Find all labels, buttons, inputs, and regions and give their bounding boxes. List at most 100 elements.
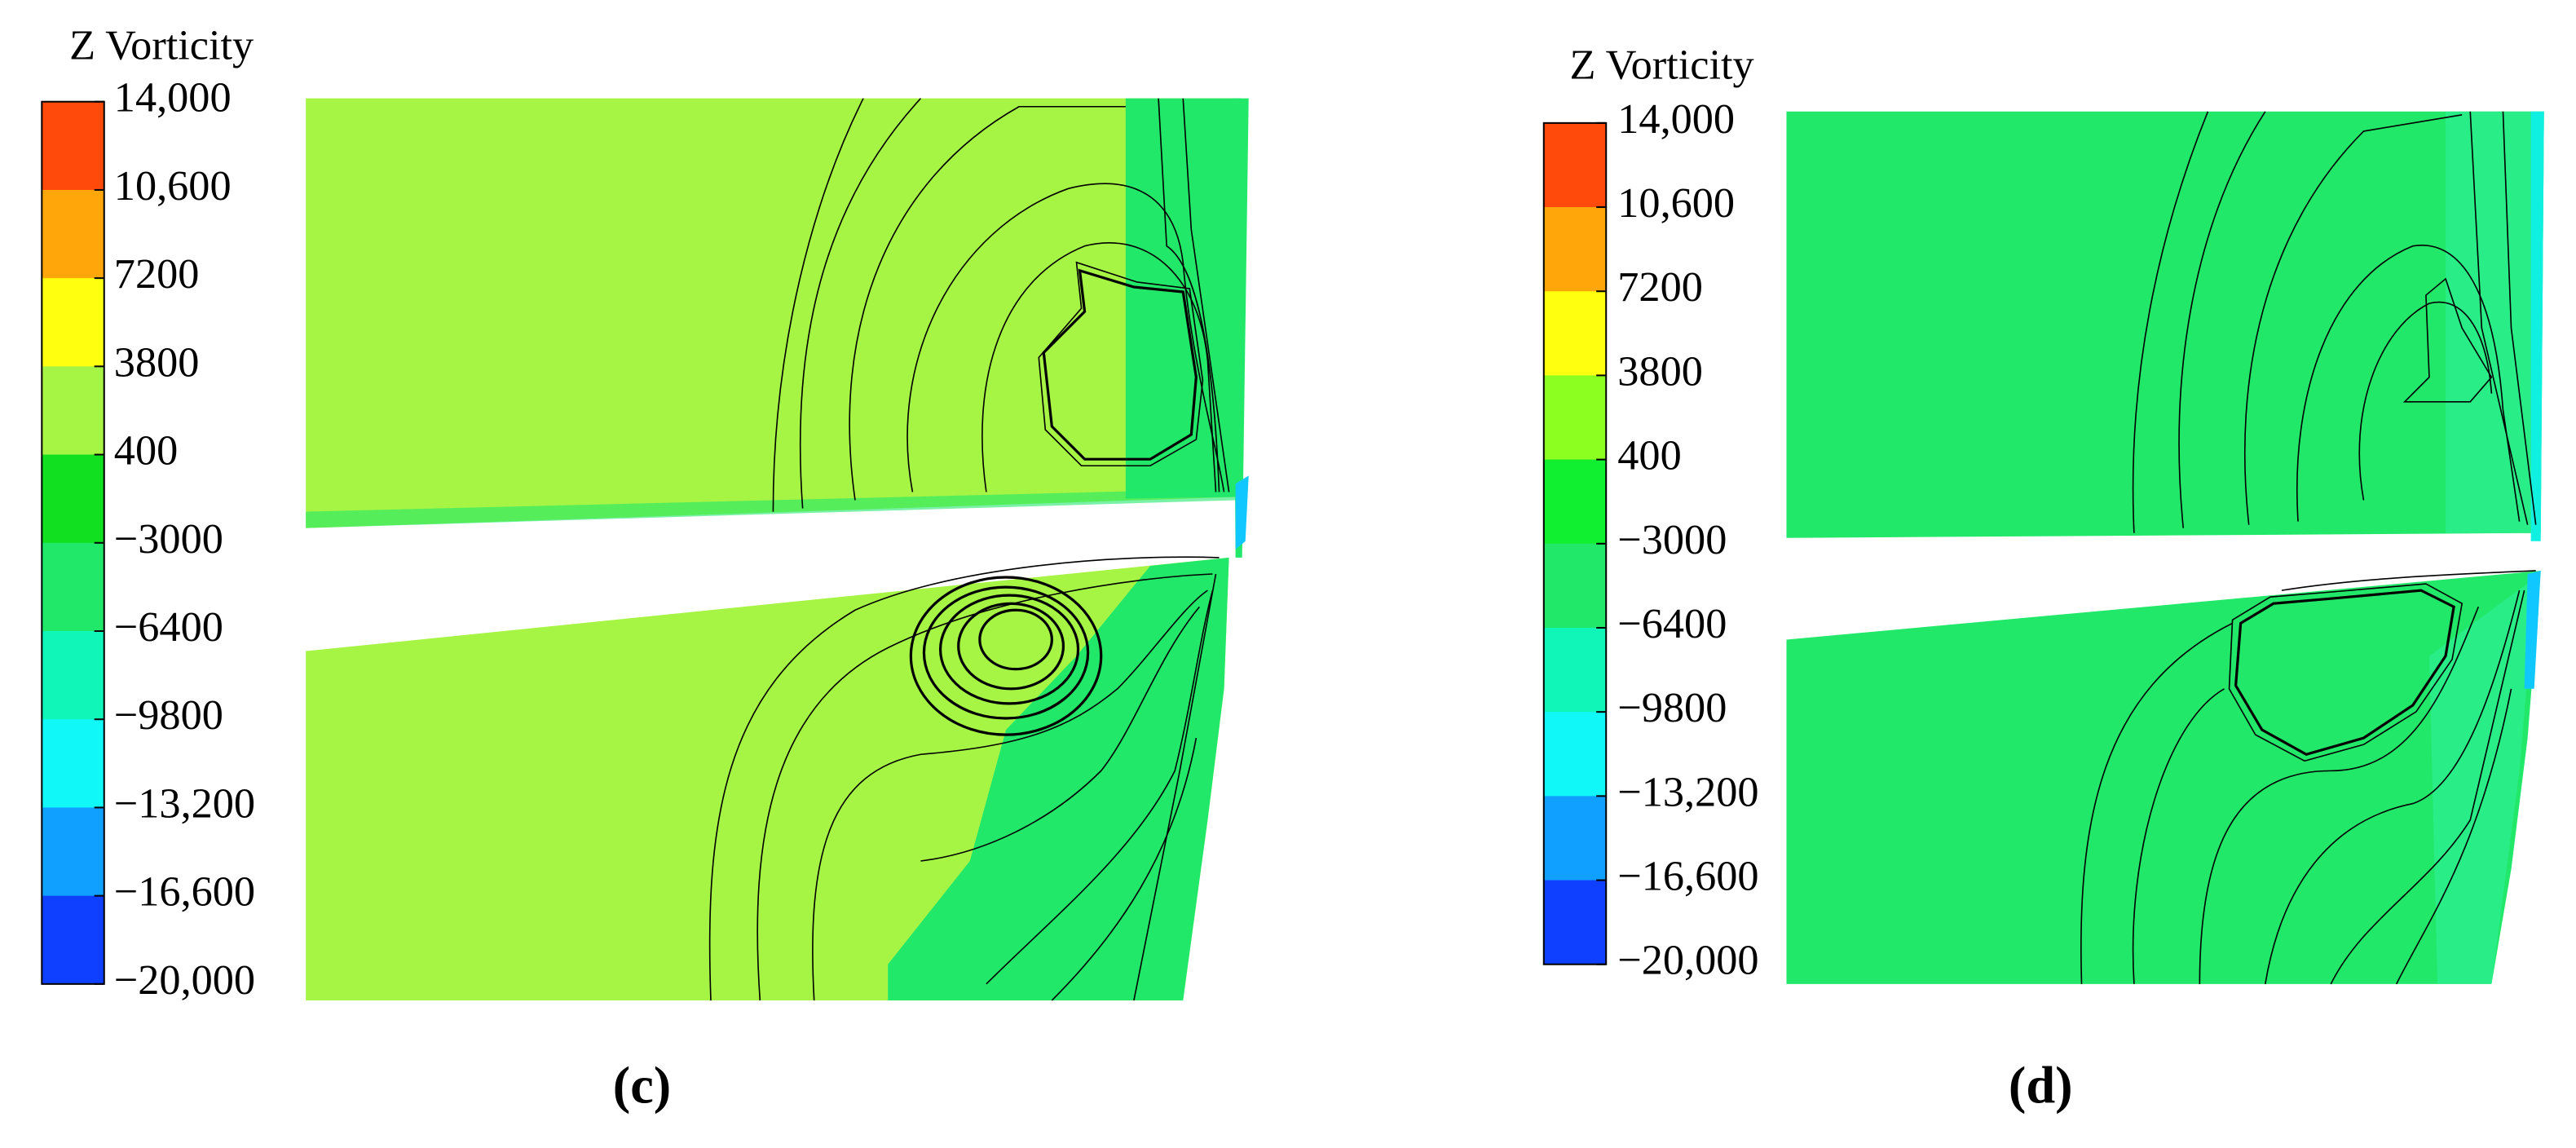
color-band (42, 719, 104, 809)
streamline-shape (2228, 583, 2464, 762)
streamline-shape (938, 594, 1080, 705)
streamline-shape (812, 589, 1208, 1001)
tick-label: −9800 (1617, 684, 1727, 731)
field-shape (888, 557, 1229, 1000)
color-band (42, 807, 104, 897)
color-band (1543, 712, 1607, 797)
streamline-shape (986, 589, 1214, 985)
tick-label: 400 (1617, 432, 1681, 479)
field-shape (2524, 570, 2541, 689)
field-shape (1786, 570, 2541, 984)
field-shape (306, 98, 1241, 528)
streamline-shape (772, 98, 864, 512)
panel-caption: (d) (2009, 1056, 2073, 1114)
streamline-shape (2396, 688, 2512, 985)
color-band (42, 542, 104, 632)
streamline-shape (920, 606, 1201, 862)
color-band (42, 366, 104, 456)
tick-label: 10,600 (114, 162, 232, 210)
tick-label: −16,600 (1617, 853, 1758, 900)
streamline-shape (978, 608, 1053, 671)
color-band (1543, 796, 1607, 881)
tick-label: −20,000 (1617, 937, 1758, 984)
tick-label: −3000 (114, 515, 223, 563)
streamline-shape (2330, 589, 2525, 985)
tick-label: 7200 (114, 250, 200, 298)
streamline-shape (2296, 244, 2521, 522)
color-band (1543, 122, 1607, 208)
color-band (42, 101, 104, 191)
streamline-shape (2402, 277, 2493, 403)
tick-label: −13,200 (1617, 768, 1758, 815)
field-shape (2530, 111, 2544, 541)
streamline-shape (1038, 261, 1204, 467)
streamline-shape (2080, 622, 2233, 984)
field-d (1786, 111, 2544, 984)
tick-label: −3000 (1617, 516, 1727, 563)
field-shape (1786, 111, 2544, 538)
streamline-shape (2234, 589, 2455, 756)
tick-label: −16,600 (114, 868, 255, 916)
streamline-shape (799, 98, 922, 509)
color-band (1543, 543, 1607, 629)
color-band (42, 278, 104, 367)
field-shape (2446, 111, 2544, 533)
color-band (1543, 375, 1607, 461)
field-shape (1235, 475, 1249, 550)
color-band (1543, 207, 1607, 292)
colorbar-title: Z Vorticity (1570, 41, 1754, 88)
tick-label: −6400 (1617, 600, 1727, 647)
streamline-shape (2243, 114, 2463, 525)
color-band (1543, 880, 1607, 965)
streamline-shape (1051, 737, 1198, 1001)
streamline-shape (1042, 268, 1198, 461)
color-band (1543, 291, 1607, 377)
tick-label: −13,200 (114, 779, 255, 827)
tick-label: 7200 (1617, 263, 1703, 311)
streamline-shape (756, 573, 1213, 1001)
field-shape (1232, 98, 1249, 558)
field-shape (2428, 577, 2536, 984)
streamline-shape (2469, 111, 2529, 525)
color-band (42, 189, 104, 279)
streamline-shape (2132, 111, 2209, 533)
tick-label: −20,000 (114, 956, 255, 1004)
streamline-shape (2358, 301, 2493, 501)
tick-label: −6400 (114, 603, 223, 651)
panel-caption: (c) (613, 1056, 671, 1114)
field-c (306, 98, 1249, 1000)
tick-label: −9800 (114, 691, 223, 739)
streamline-shape (957, 602, 1065, 691)
tick-label: 14,000 (1617, 95, 1735, 143)
streamline-shape (1158, 98, 1220, 492)
tick-label: 10,600 (1617, 179, 1735, 227)
color-band (42, 630, 104, 720)
streamline-shape (2265, 589, 2521, 984)
streamline-shape (708, 556, 1220, 1001)
tick-label: 14,000 (114, 74, 232, 121)
streamlines-c (708, 98, 1230, 1001)
colorbar-title: Z Vorticity (69, 21, 254, 68)
streamline-shape (2199, 606, 2480, 984)
tick-label: 400 (114, 427, 178, 475)
color-band (1543, 459, 1607, 545)
streamlines-d (2080, 111, 2537, 985)
color-band (42, 454, 104, 544)
streamline-shape (849, 105, 1126, 501)
streamline-shape (2281, 570, 2536, 591)
streamline-shape (909, 576, 1103, 736)
color-band (1543, 627, 1607, 713)
tick-label: 3800 (114, 338, 200, 386)
streamline-shape (1133, 573, 1217, 1001)
tick-label: 3800 (1617, 347, 1703, 395)
color-band (42, 895, 104, 985)
streamline-shape (922, 585, 1090, 720)
field-shape (306, 488, 1236, 528)
streamline-shape (1182, 98, 1230, 492)
streamline-shape (2178, 111, 2266, 528)
streamline-shape (2132, 688, 2225, 984)
streamline-shape (2502, 111, 2537, 525)
